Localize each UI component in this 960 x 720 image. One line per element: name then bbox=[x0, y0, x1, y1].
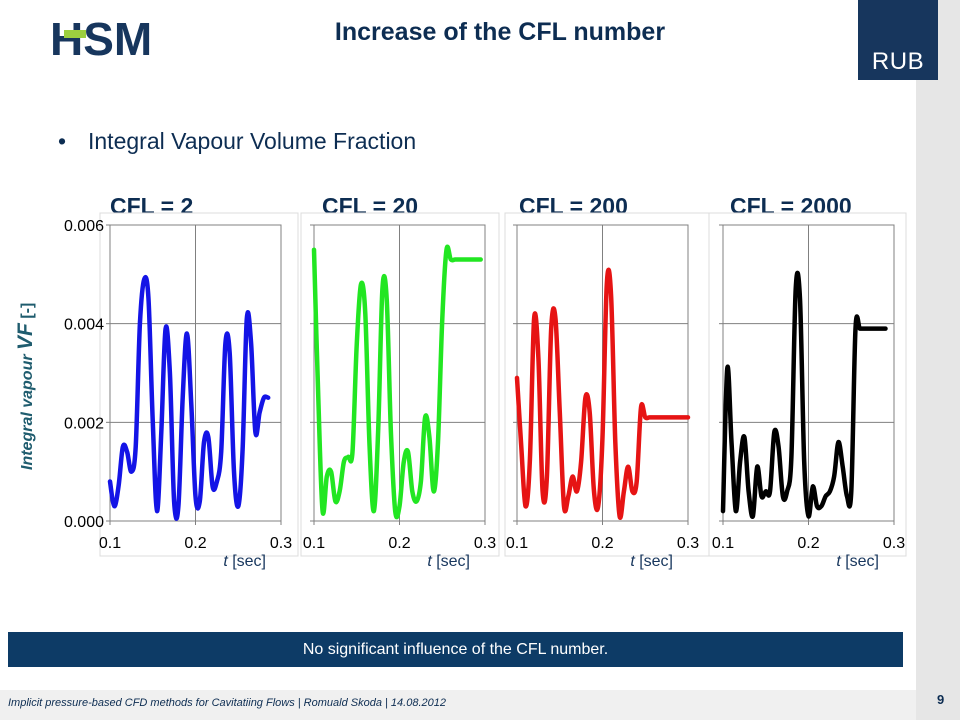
x-axis-label-unit: [sec] bbox=[635, 553, 673, 570]
x-tick-label: 0.3 bbox=[270, 535, 292, 552]
x-tick-label: 0.2 bbox=[388, 535, 410, 552]
x-axis-label: t [sec] bbox=[836, 553, 879, 570]
bullet-dot-icon: • bbox=[58, 128, 67, 154]
x-axis-label: t [sec] bbox=[630, 553, 673, 570]
series-line-3 bbox=[514, 267, 691, 520]
x-tick-label: 0.1 bbox=[303, 535, 325, 552]
chart-panel-4: 0.1 0.2 0.3t [sec] bbox=[708, 212, 907, 570]
x-axis-label-unit: [sec] bbox=[841, 553, 879, 570]
y-tick-label: 0.000 bbox=[64, 514, 104, 531]
x-tick-label: 0.2 bbox=[184, 535, 206, 552]
x-axis-label-unit: [sec] bbox=[228, 553, 266, 570]
hsm-logo-accent bbox=[64, 30, 86, 38]
chart-panel-3: 0.1 0.2 0.3t [sec] bbox=[504, 212, 710, 570]
page-title: Increase of the CFL number bbox=[334, 18, 666, 46]
conclusion-text: No significant influence of the CFL numb… bbox=[302, 640, 609, 658]
x-axis-label: t [sec] bbox=[223, 553, 266, 570]
rub-logo-text: RUB bbox=[871, 48, 925, 75]
conclusion-banner: No significant influence of the CFL numb… bbox=[8, 632, 903, 667]
series-line-4 bbox=[720, 270, 888, 520]
x-axis-label: t [sec] bbox=[427, 553, 470, 570]
hsm-logo: HSM bbox=[48, 12, 172, 62]
x-tick-label: 0.3 bbox=[883, 535, 905, 552]
x-tick-label: 0.1 bbox=[506, 535, 528, 552]
y-tick-label: 0.004 bbox=[64, 317, 104, 334]
y-tick-label: 0.002 bbox=[64, 415, 104, 432]
x-axis-label-unit: [sec] bbox=[432, 553, 470, 570]
x-axis-label-symbol: t bbox=[630, 553, 635, 570]
x-axis-label-symbol: t bbox=[223, 553, 228, 570]
series-line-1 bbox=[107, 275, 271, 521]
bullet-item: • Integral Vapour Volume Fraction bbox=[58, 128, 416, 155]
x-tick-label: 0.2 bbox=[591, 535, 613, 552]
bullet-text: Integral Vapour Volume Fraction bbox=[88, 128, 417, 154]
x-tick-label: 0.3 bbox=[677, 535, 699, 552]
x-axis-label-symbol: t bbox=[836, 553, 841, 570]
rub-logo: RUB bbox=[858, 0, 938, 80]
x-tick-label: 0.1 bbox=[712, 535, 734, 552]
side-strip bbox=[916, 0, 960, 720]
footer-bar bbox=[0, 690, 916, 720]
x-tick-label: 0.1 bbox=[99, 535, 121, 552]
footer-text: Implicit pressure-based CFD methods for … bbox=[8, 697, 446, 709]
chart-panel-2: 0.1 0.2 0.3t [sec] bbox=[300, 212, 500, 570]
series-line-2 bbox=[311, 244, 483, 520]
x-tick-label: 0.3 bbox=[474, 535, 496, 552]
y-tick-label: 0.006 bbox=[64, 218, 104, 235]
chart-panel-frame bbox=[504, 212, 710, 557]
x-tick-label: 0.2 bbox=[797, 535, 819, 552]
page-number: 9 bbox=[937, 692, 945, 707]
x-axis-label-symbol: t bbox=[427, 553, 432, 570]
